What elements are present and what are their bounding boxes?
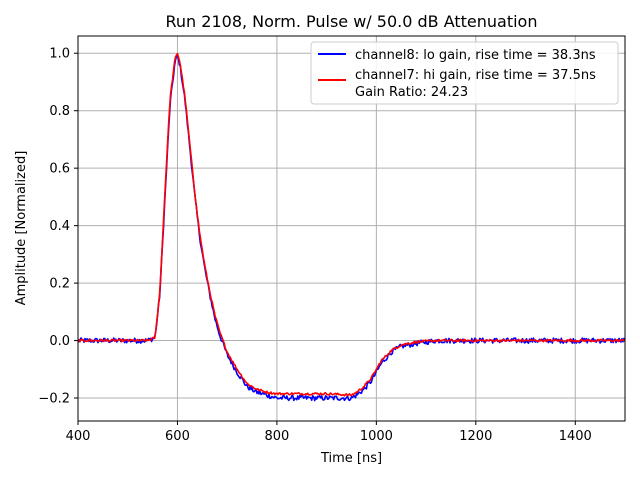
x-tick-label: 600 [165,429,190,444]
y-tick-label: 0.8 [49,104,70,119]
y-axis-label: Amplitude [Normalized] [14,151,29,306]
x-tick-label: 800 [264,429,289,444]
legend: channel8: lo gain, rise time = 38.3ns ch… [310,41,619,105]
series-line-1 [77,52,626,397]
chart-title: Run 2108, Norm. Pulse w/ 50.0 dB Attenua… [166,12,538,31]
series-group [77,52,626,402]
y-tick-label: 0.2 [49,277,70,292]
x-axis-label: Time [ns] [320,451,382,466]
plot-frame [77,35,626,422]
y-tick-label: 0.6 [49,162,70,177]
legend-gain-ratio: Gain Ratio: 24.23 [355,85,468,100]
x-tick-label: 1200 [459,429,492,444]
legend-box [310,41,619,105]
y-tick-label: 1.0 [49,47,70,62]
x-tick-label: 1000 [360,429,393,444]
y-tick-label: 0.0 [49,334,70,349]
ticks: 400 600 800 1000 1200 1400 −0.2 0.0 0.2 0.4 0.6 0.8… [38,47,591,444]
x-tick-label: 1400 [559,429,592,444]
legend-label-channel7: channel7: hi gain, rise time = 37.5ns [355,68,596,83]
legend-label-channel8: channel8: lo gain, rise time = 38.3ns [355,48,596,63]
x-tick-label: 400 [66,429,91,444]
y-tick-label: 0.4 [49,219,70,234]
y-tick-label: −0.2 [38,392,70,407]
